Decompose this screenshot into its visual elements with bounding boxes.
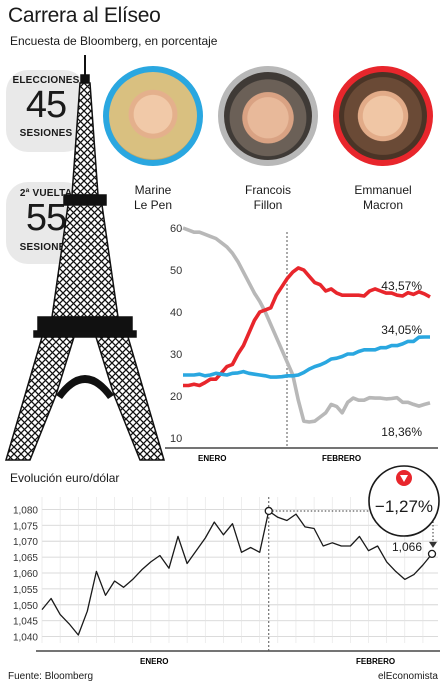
series-line-macron <box>183 335 430 379</box>
fx-chart: 1,080 1,075 1,070 1,065 1,060 1,055 1,050 1,045… <box>13 465 440 666</box>
end-marker <box>427 549 437 559</box>
stat-value: 45 <box>25 84 67 126</box>
candidate-photo-le-pen <box>103 66 203 166</box>
y-tick-label: 1,070 <box>13 537 38 548</box>
down-arrow-icon <box>400 475 408 482</box>
y-tick-label: 1,075 <box>13 521 38 532</box>
y-tick-label: 60 <box>170 223 182 235</box>
stat-value: 55 <box>25 197 67 239</box>
y-tick-label: 1,045 <box>13 617 38 628</box>
series-line-eur-usd <box>41 510 433 636</box>
eiffel-tower-illustration <box>4 55 166 461</box>
x-label-febrero: FEBRERO <box>322 454 361 463</box>
y-tick-label: 1,060 <box>13 569 38 580</box>
source-note: Fuente: Bloomberg <box>8 671 94 682</box>
y-tick-label: 1,040 <box>13 633 38 644</box>
brand-logo-text: elEconomista <box>377 671 438 682</box>
y-tick-label: 50 <box>170 265 182 277</box>
y-tick-label: 20 <box>170 391 182 403</box>
stat-label-top: 2ª VUELTA <box>19 188 73 199</box>
end-value-label: 34,05% <box>381 323 422 337</box>
y-tick-label: 30 <box>170 349 182 361</box>
y-tick-label: 1,065 <box>13 553 38 564</box>
candidate-photo-fillon <box>218 66 318 166</box>
x-label-enero: ENERO <box>140 657 168 666</box>
end-value-label: 1,066 <box>392 540 422 554</box>
arrow-down-icon <box>429 541 437 548</box>
stat-label-top: ELECCIONES <box>12 75 80 86</box>
stat-label-bottom: SESIONES <box>19 242 73 253</box>
end-value-label: 18,36% <box>381 425 422 439</box>
candidate-photo-macron <box>333 66 433 166</box>
candidate-name-macron: Emmanuel Macron <box>354 183 412 212</box>
candidate-name-fillon: Francois Fillon <box>244 183 291 212</box>
y-tick-label: 1,050 <box>13 601 38 612</box>
change-value: −1,27% <box>375 497 433 516</box>
chart-title: Carrera al Elíseo <box>8 4 161 27</box>
end-value-label: 43,57% <box>381 279 422 293</box>
stat-blob-elections <box>6 70 86 152</box>
change-bubble <box>368 465 440 537</box>
peak-marker <box>264 506 273 516</box>
x-label-enero: ENERO <box>198 454 226 463</box>
poll-chart: 60 50 40 30 20 10 ENERO FEBRERO 43,57% 34,05% 18,3… <box>165 223 438 463</box>
series-line-fillon <box>182 226 431 424</box>
y-tick-label: 10 <box>170 433 182 445</box>
x-label-febrero: FEBRERO <box>356 657 395 666</box>
stat-label-bottom: SESIONES <box>19 128 73 139</box>
series-line-le-pen <box>183 266 431 388</box>
candidate-name-le-pen: Marine Le Pen <box>133 183 173 212</box>
y-tick-label: 1,080 <box>13 505 38 516</box>
y-tick-label: 1,055 <box>13 585 38 596</box>
fx-chart-title: Evolución euro/dólar <box>10 471 120 485</box>
chart-subtitle: Encuesta de Bloomberg, en porcentaje <box>10 34 218 48</box>
y-tick-label: 40 <box>170 307 182 319</box>
